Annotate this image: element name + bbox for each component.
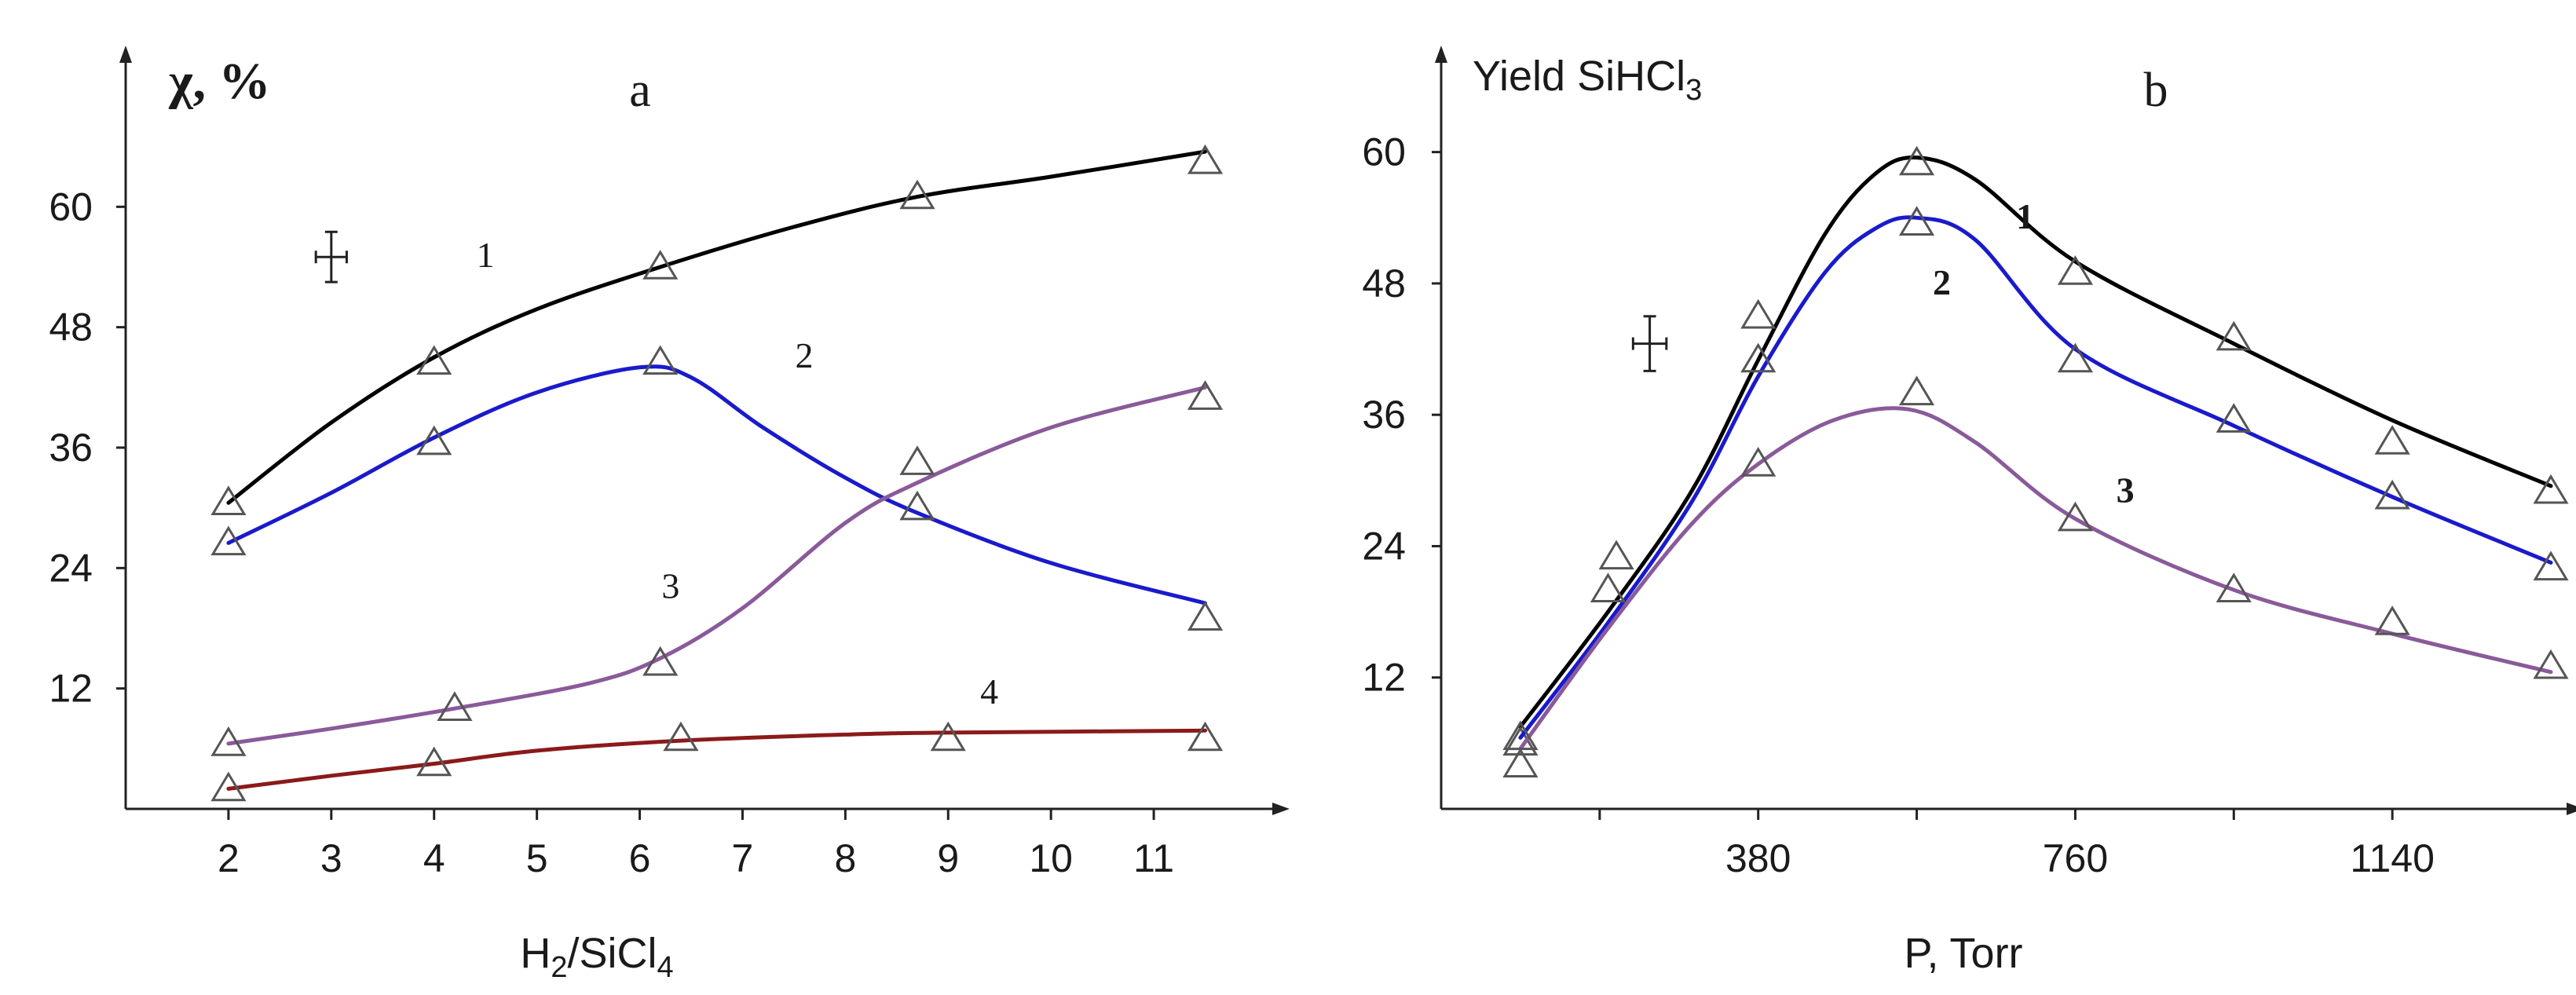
panel-a-series-1-point xyxy=(899,179,935,210)
panel-b-series-2-point xyxy=(2533,551,2569,581)
panel-b-series-1-point xyxy=(1740,298,1776,329)
panel-a-x-tick-label: 11 xyxy=(1133,836,1174,880)
panel-b-series-2-point xyxy=(1502,748,1539,777)
panel-b-series-1-point xyxy=(2533,474,2569,504)
panel-b-series-1-point xyxy=(1502,726,1539,756)
panel-a-series-2-point xyxy=(1187,601,1224,631)
panel-a-series-3-point xyxy=(437,691,473,721)
panel-b-curve-label: 2 xyxy=(1933,262,1951,302)
panel-a-series-2-curve xyxy=(226,364,1207,605)
panel-a-x-axis-title: H2/SiCl4 xyxy=(520,930,673,984)
panel-b-series-3-point xyxy=(1598,540,1634,570)
panel-a-series-3-point xyxy=(210,726,247,756)
panel-a-curve-label: 1 xyxy=(477,235,495,275)
panel-b-series-1-point xyxy=(2374,425,2410,455)
panel-b-series-1-curve xyxy=(1518,155,2553,729)
panel-b-y-tick-label: 24 xyxy=(1362,524,1406,568)
panel-a-x-tick-label: 10 xyxy=(1029,836,1073,880)
panel-a-series-4-point xyxy=(1187,721,1224,752)
panel-a-series-3-point xyxy=(642,646,679,676)
panel-a-y-tick-label: 36 xyxy=(49,426,93,470)
panel-a-series-1-point xyxy=(210,485,247,515)
panel-a-series-2-point xyxy=(642,345,679,375)
panel-a-series-3-curve xyxy=(226,385,1207,746)
panel-a-series-1-point xyxy=(642,250,679,280)
panel-a-series-4-curve xyxy=(226,728,1207,791)
panel-b-series-3-point xyxy=(2533,649,2569,679)
panel-a-x-tick-label: 4 xyxy=(423,836,445,880)
panel-a-series-3-point xyxy=(1187,380,1224,410)
panel-b-series-2-point xyxy=(1740,342,1776,373)
panel-b-curve-label: 1 xyxy=(2016,196,2034,236)
panel-b-x-tick-label: 1140 xyxy=(2350,836,2435,880)
panel-a-y-tick-label: 24 xyxy=(49,546,93,590)
panel-b-series-2-point xyxy=(2216,403,2252,433)
panel-a-series-2-point xyxy=(210,525,247,556)
panel-b-series-3-curve xyxy=(1518,406,2553,751)
panel-b-y-tick-label: 36 xyxy=(1362,393,1406,437)
panel-b-series-1-point xyxy=(2216,320,2252,351)
panel-b-series-3-point xyxy=(1590,572,1626,602)
panel-a-x-tick-label: 6 xyxy=(629,836,651,880)
panel-b-series-2-point xyxy=(2057,342,2094,373)
panel-b-y-tick-label: 60 xyxy=(1362,130,1406,174)
panel-b-y-tick-label: 12 xyxy=(1362,656,1406,700)
panel-b-letter: b xyxy=(2144,64,2168,117)
panel-b-x-tick-label: 380 xyxy=(1725,836,1791,880)
panel-b-series-2-point xyxy=(1898,206,1935,236)
panel-b-series-3-point xyxy=(2057,501,2094,532)
panel-b-curve-label: 3 xyxy=(2117,470,2135,510)
panel-a-x-tick-label: 7 xyxy=(732,836,754,880)
panel-a-y-axis-title: χ, % xyxy=(168,53,271,110)
panel-a-y-axis-arrow xyxy=(119,46,132,63)
panel-b-series-2-point xyxy=(2374,479,2410,510)
panel-b-y-axis-arrow xyxy=(1435,46,1447,63)
panel-b-series-1-point xyxy=(2057,255,2094,285)
panel-a-curve-label: 4 xyxy=(980,671,998,711)
panel-a-series-4-point xyxy=(930,721,966,752)
panel-a-letter: a xyxy=(629,64,651,117)
panel-b-series-3-point xyxy=(1740,446,1776,477)
panel-a-curve-label: 2 xyxy=(796,335,814,375)
panel-a-series-3-point xyxy=(899,445,935,475)
panel-a-series-2-point xyxy=(899,490,935,521)
panel-b-series-3-point xyxy=(2374,605,2410,635)
panel-a-x-tick-label: 5 xyxy=(526,836,548,880)
panel-b-series-3-point xyxy=(1502,720,1539,751)
panel-a-series-4-point xyxy=(663,721,699,752)
panel-a-x-axis-arrow xyxy=(1272,803,1290,815)
panel-a-x-tick-label: 3 xyxy=(320,836,342,880)
panel-a-series-1-point xyxy=(1187,144,1224,174)
panel-b-series-3-point xyxy=(1898,375,1935,406)
panel-a-series-4-point xyxy=(210,771,247,802)
panel-b-x-axis-arrow xyxy=(2567,803,2576,815)
panel-a-x-tick-label: 2 xyxy=(218,836,240,880)
panel-a-x-tick-label: 9 xyxy=(937,836,959,880)
panel-b-series-3-point xyxy=(2216,572,2252,602)
panel-a-series-1-curve xyxy=(226,149,1207,505)
panel-a-series-4-point xyxy=(416,746,452,777)
panel-a-y-tick-label: 60 xyxy=(49,185,93,229)
panel-b-y-tick-label: 48 xyxy=(1362,262,1406,305)
panel-a-y-tick-label: 12 xyxy=(49,667,93,711)
panel-b-x-tick-label: 760 xyxy=(2043,836,2108,880)
panel-b-x-axis-title: P, Torr xyxy=(1904,930,2022,977)
panel-b-series-1-point xyxy=(1898,145,1935,176)
panel-a-x-tick-label: 8 xyxy=(834,836,856,880)
panel-a-series-1-point xyxy=(416,345,452,375)
panel-b-series-2-curve xyxy=(1518,215,2553,740)
panel-b-y-axis-title: Yield SiHCl3 xyxy=(1473,53,1702,107)
panel-a-y-tick-label: 48 xyxy=(49,305,93,349)
panel-a-series-2-point xyxy=(416,425,452,455)
panel-a-curve-label: 3 xyxy=(661,566,679,606)
